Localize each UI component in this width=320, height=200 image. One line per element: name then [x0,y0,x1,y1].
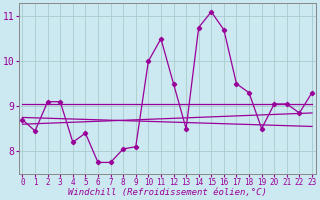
X-axis label: Windchill (Refroidissement éolien,°C): Windchill (Refroidissement éolien,°C) [68,188,267,197]
